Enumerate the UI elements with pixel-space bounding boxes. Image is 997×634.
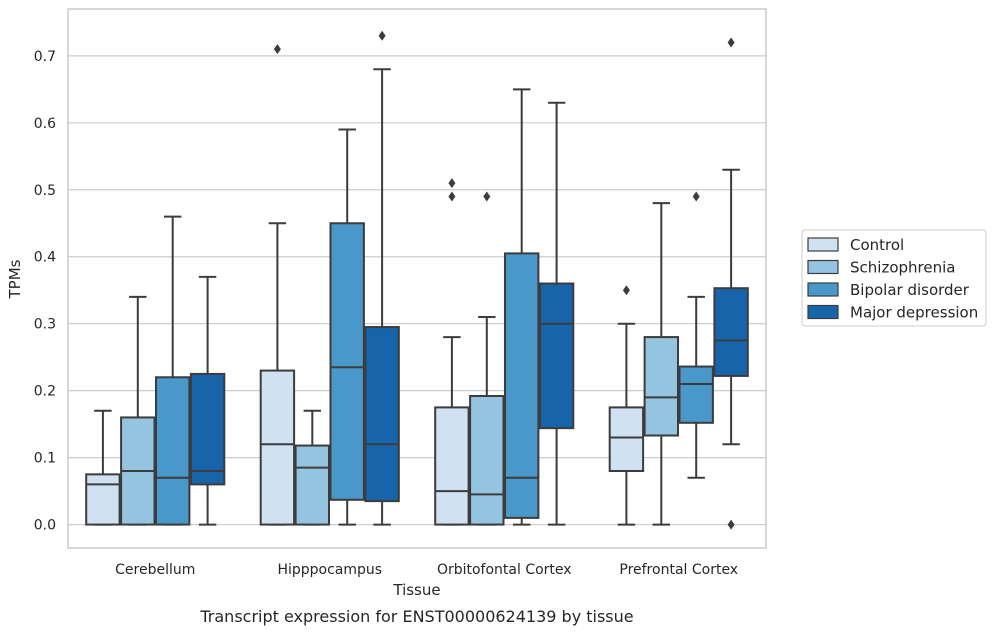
outlier-point xyxy=(727,37,735,48)
box xyxy=(643,336,679,437)
box-group xyxy=(643,202,679,526)
box xyxy=(189,372,226,486)
y-tick-label: 0.2 xyxy=(34,384,56,400)
box xyxy=(85,473,121,526)
box xyxy=(538,282,575,430)
box xyxy=(678,365,714,424)
legend: Control Schizophrenia Bipolar disorder Majo… xyxy=(801,229,987,327)
x-tick-label: Orbitofontal Cortex xyxy=(437,562,572,578)
legend-swatch xyxy=(807,304,839,320)
y-tick-label: 0.1 xyxy=(34,451,56,467)
boxes-layer xyxy=(85,30,749,530)
box-group xyxy=(294,409,331,526)
box-group xyxy=(608,285,645,526)
box xyxy=(329,222,365,501)
y-tick-label: 0.4 xyxy=(34,250,56,266)
y-tick-label: 0.3 xyxy=(34,317,56,333)
box xyxy=(504,252,540,519)
outlier-point xyxy=(448,178,456,189)
box xyxy=(155,376,191,526)
y-axis-ticks: 0.0 0.1 0.2 0.3 0.4 0.5 0.6 0.7 xyxy=(34,49,56,534)
plot-frame xyxy=(67,8,767,549)
box-group xyxy=(85,409,121,526)
y-tick-label: 0.6 xyxy=(34,116,56,132)
box xyxy=(608,406,645,472)
box-group xyxy=(155,215,191,526)
box xyxy=(364,326,400,503)
outlier-point xyxy=(727,519,735,530)
legend-swatch xyxy=(807,237,839,252)
box-group xyxy=(713,37,749,530)
box xyxy=(434,406,470,526)
box-group xyxy=(120,295,156,526)
x-axis-label: Tissue xyxy=(392,581,440,599)
y-tick-label: 0.0 xyxy=(34,518,56,534)
box-group xyxy=(469,191,505,526)
y-axis-label: TPMs xyxy=(6,259,24,299)
box xyxy=(294,444,331,526)
outlier-point xyxy=(483,191,491,202)
outlier-point xyxy=(622,285,630,296)
chart-caption: Transcript expression for ENST0000062413… xyxy=(199,607,633,626)
box-group xyxy=(434,178,470,526)
y-tick-label: 0.5 xyxy=(34,183,56,199)
box xyxy=(259,369,296,526)
box-group xyxy=(538,101,575,526)
legend-swatch xyxy=(807,259,839,275)
box-group xyxy=(678,191,714,479)
legend-label: Control xyxy=(850,236,904,254)
box xyxy=(713,287,749,377)
outlier-point xyxy=(273,44,281,55)
x-tick-label: Cerebellum xyxy=(115,562,195,578)
box-group xyxy=(259,44,296,526)
legend-swatch xyxy=(807,282,839,297)
y-tick-label: 0.7 xyxy=(34,49,56,65)
legend-label: Schizophrenia xyxy=(850,259,955,277)
box-group xyxy=(329,128,365,526)
outlier-point xyxy=(378,30,386,41)
box-group xyxy=(189,275,226,526)
x-axis-ticks: Cerebellum Hipppocampus Orbitofontal Corte… xyxy=(115,562,738,578)
legend-label: Major depression xyxy=(850,304,978,322)
box-group xyxy=(504,88,540,526)
outlier-point xyxy=(448,191,456,202)
outlier-point xyxy=(692,191,700,202)
box-group xyxy=(364,30,400,526)
legend-frame xyxy=(801,229,987,327)
box xyxy=(469,395,505,526)
x-tick-label: Hipppocampus xyxy=(277,562,382,578)
x-tick-label: Prefrontal Cortex xyxy=(619,562,738,578)
legend-label: Bipolar disorder xyxy=(850,281,970,299)
